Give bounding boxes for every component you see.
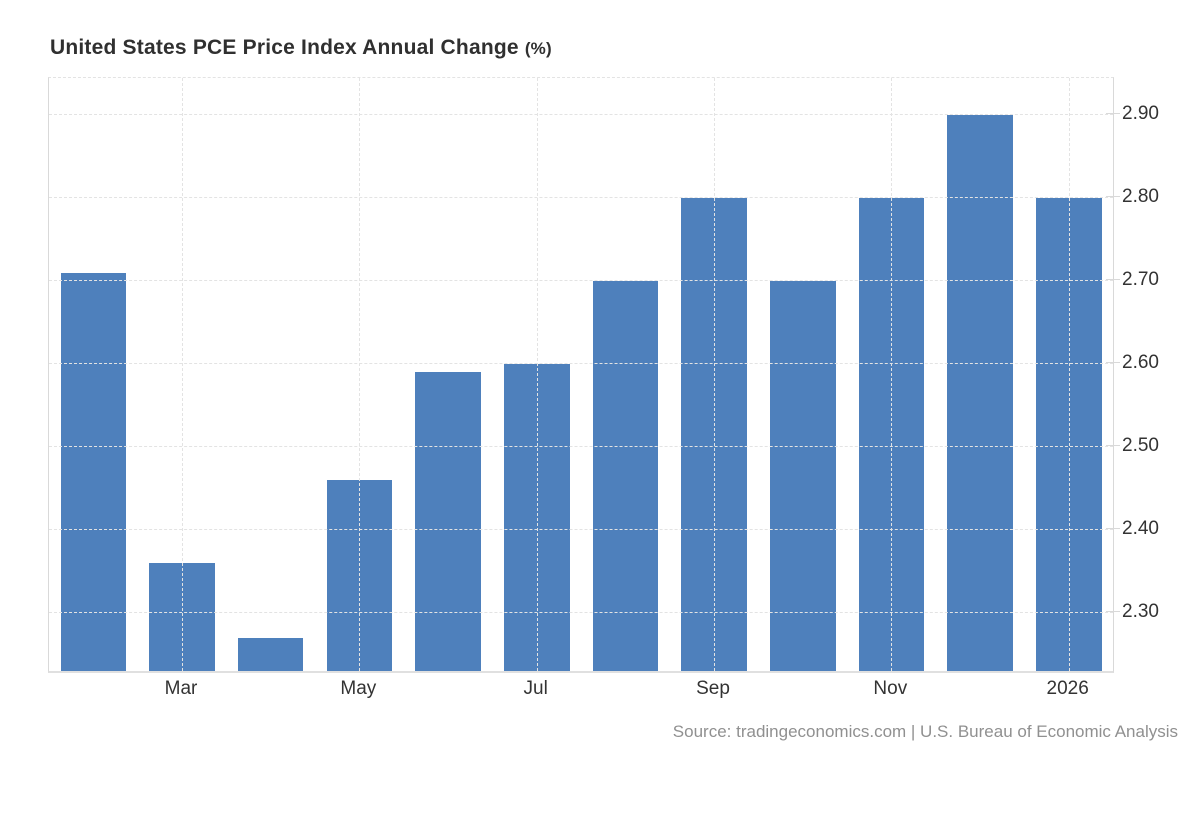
y-axis-ticks [1106,77,1120,670]
x-tick-label: Jul [523,678,548,699]
y-tick-mark [1106,362,1120,364]
y-tick-label: 2.90 [1122,103,1159,125]
y-tick-label: 2.50 [1122,435,1159,457]
x-tick-label: Nov [873,678,908,699]
x-tick-label: 2026 [1046,678,1089,699]
gridline-vertical [714,78,715,671]
x-tick-label: Sep [696,678,730,699]
y-tick-label: 2.80 [1122,186,1159,208]
y-tick-mark [1106,196,1120,198]
bar-aug[interactable] [592,281,659,671]
x-tick-label: Mar [164,678,198,699]
y-tick-mark [1106,279,1120,281]
chart-title-text: United States PCE Price Index Annual Cha… [50,36,519,59]
bar-oct[interactable] [769,281,836,671]
bar-slot [581,78,670,671]
y-tick-mark [1106,528,1120,530]
bar-slot [758,78,847,671]
plot-area [48,77,1114,673]
gridline-horizontal [49,611,1113,613]
source-attribution: Source: tradingeconomics.com | U.S. Bure… [672,722,1178,741]
gridline-vertical [359,78,361,671]
gridline-vertical [536,78,538,671]
bar-slot [404,78,493,671]
gridline-horizontal [49,114,1113,116]
bar-feb[interactable] [60,272,127,671]
bar-slot [226,78,315,671]
bar-apr[interactable] [237,637,304,671]
bar-slot [49,78,138,671]
y-tick-mark [1106,445,1120,447]
y-tick-label: 2.30 [1122,600,1159,622]
x-tick-label: May [340,678,377,699]
gridline-vertical [891,78,893,671]
gridline-horizontal [49,363,1113,365]
y-axis: 2.30 2.40 2.50 2.60 2.70 2.80 2.90 [1122,77,1192,670]
bar-dec[interactable] [947,115,1013,671]
y-tick-mark [1106,610,1120,612]
gridline-vertical [182,78,183,671]
gridline-vertical [1068,78,1070,671]
bar-series [49,78,1113,671]
bar-slot [936,78,1025,671]
y-tick-mark [1106,113,1120,115]
y-tick-label: 2.70 [1122,269,1159,291]
x-axis: Mar May Jul Sep Nov 2026 [48,678,1112,710]
chart-title: United States PCE Price Index Annual Cha… [50,36,552,60]
chart-title-unit: (%) [524,39,552,58]
bar-jun[interactable] [415,372,481,671]
gridline-horizontal [49,529,1113,531]
gridline-horizontal [49,446,1113,448]
gridline-horizontal [49,280,1113,282]
gridline-horizontal [49,197,1113,199]
y-tick-label: 2.60 [1122,352,1159,374]
y-tick-label: 2.40 [1122,518,1159,540]
